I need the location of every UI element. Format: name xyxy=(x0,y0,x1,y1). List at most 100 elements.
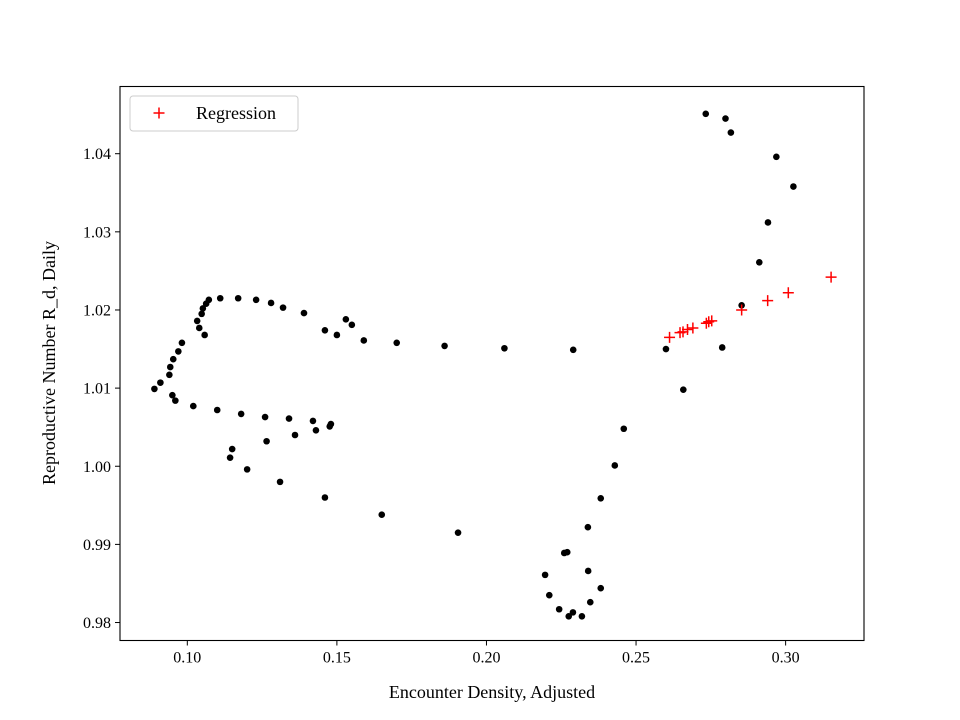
plot-area-frame xyxy=(119,85,865,642)
observed-point xyxy=(263,437,270,445)
x-axis-label: Encounter Density, Adjusted xyxy=(389,682,595,702)
observed-point xyxy=(501,344,508,352)
y-tick-label: 0.98 xyxy=(83,615,111,632)
regression-point xyxy=(825,271,837,283)
observed-point xyxy=(175,348,182,355)
observed-point xyxy=(285,415,293,422)
observed-point xyxy=(348,321,356,329)
x-tick-label: 0.10 xyxy=(173,650,201,667)
observed-point xyxy=(620,425,628,433)
observed-point xyxy=(611,462,619,469)
observed-point xyxy=(202,300,210,308)
observed-point xyxy=(199,305,207,312)
observed-point xyxy=(727,129,735,136)
observed-point xyxy=(578,612,586,620)
legend-box xyxy=(129,95,299,132)
observed-point xyxy=(243,466,251,473)
observed-point xyxy=(198,310,205,318)
observed-point xyxy=(213,406,221,414)
y-tick-label: 1.02 xyxy=(83,302,111,319)
observed-point xyxy=(300,309,308,317)
observed-point xyxy=(195,324,203,332)
observed-point xyxy=(267,299,275,307)
legend: Regression xyxy=(129,95,299,132)
observed-point xyxy=(569,609,577,616)
observed-point xyxy=(291,431,299,439)
observed-point xyxy=(237,410,245,418)
regression-point xyxy=(706,315,718,327)
observed-point xyxy=(216,294,224,302)
observed-point xyxy=(321,494,329,501)
regression-point xyxy=(782,287,794,299)
observed-point xyxy=(169,391,176,399)
observed-point xyxy=(333,331,341,339)
regression-point xyxy=(677,326,689,338)
observed-point xyxy=(662,345,670,353)
observed-point xyxy=(234,294,242,302)
observed-point xyxy=(261,413,269,421)
data-layer xyxy=(151,110,837,620)
observed-point xyxy=(718,344,726,351)
regression-point xyxy=(762,295,774,307)
y-tick-label: 1.00 xyxy=(83,459,111,476)
observed-point xyxy=(755,259,763,266)
observed-point xyxy=(545,591,553,599)
regression-point xyxy=(681,324,693,336)
regression-point xyxy=(736,304,748,316)
observed-point xyxy=(360,337,368,344)
y-tick-label: 1.03 xyxy=(83,224,111,241)
regression-point xyxy=(700,317,712,329)
observed-point xyxy=(279,304,287,311)
observed-point xyxy=(166,371,173,379)
observed-point xyxy=(276,478,284,486)
observed-point xyxy=(555,605,563,613)
x-tick-label: 0.20 xyxy=(472,650,500,667)
observed-point xyxy=(597,494,605,502)
observed-point xyxy=(441,342,448,350)
observed-point xyxy=(565,612,573,620)
observed-point xyxy=(226,454,234,461)
observed-point xyxy=(178,339,186,347)
plus-marker-icon xyxy=(153,107,165,119)
observed-point xyxy=(584,567,592,575)
observed-point xyxy=(454,529,462,536)
observed-point xyxy=(172,397,179,404)
observed-point xyxy=(309,417,317,425)
observed-point xyxy=(169,355,177,363)
observed-point xyxy=(680,386,687,393)
observed-point xyxy=(560,549,568,557)
y-tick-label: 0.99 xyxy=(83,537,111,554)
observed-point xyxy=(228,445,236,453)
observed-point xyxy=(773,153,780,161)
observed-point xyxy=(157,379,164,386)
observed-point xyxy=(586,598,594,606)
observed-point xyxy=(342,316,350,323)
observed-point xyxy=(321,326,329,334)
x-tick-label: 0.30 xyxy=(772,650,800,667)
observed-point xyxy=(764,219,772,226)
observed-point xyxy=(189,402,197,410)
observed-point xyxy=(541,571,549,579)
observed-point xyxy=(166,363,174,371)
observed-point xyxy=(378,511,386,518)
observed-point xyxy=(312,427,320,434)
series-regression xyxy=(664,271,837,343)
regression-point xyxy=(664,331,676,343)
y-axis-label: Reproductive Number R_d, Daily xyxy=(39,241,59,485)
observed-point xyxy=(252,296,260,304)
x-tick-label: 0.15 xyxy=(323,650,351,667)
y-tick-label: 1.01 xyxy=(83,381,111,398)
observed-point xyxy=(702,110,710,118)
x-tick-label: 0.25 xyxy=(622,650,650,667)
series-observed xyxy=(151,110,797,620)
observed-point xyxy=(722,115,729,122)
y-axis-ticks: 0.98 0.99 1.00 1.01 1.02 1.03 1.04 xyxy=(83,146,120,632)
legend-regression-marker xyxy=(153,107,165,119)
observed-point xyxy=(151,385,158,393)
observed-point xyxy=(584,523,592,531)
observed-point xyxy=(201,331,208,339)
regression-point xyxy=(687,322,699,334)
observed-point xyxy=(790,183,797,190)
y-tick-label: 1.04 xyxy=(83,146,111,163)
